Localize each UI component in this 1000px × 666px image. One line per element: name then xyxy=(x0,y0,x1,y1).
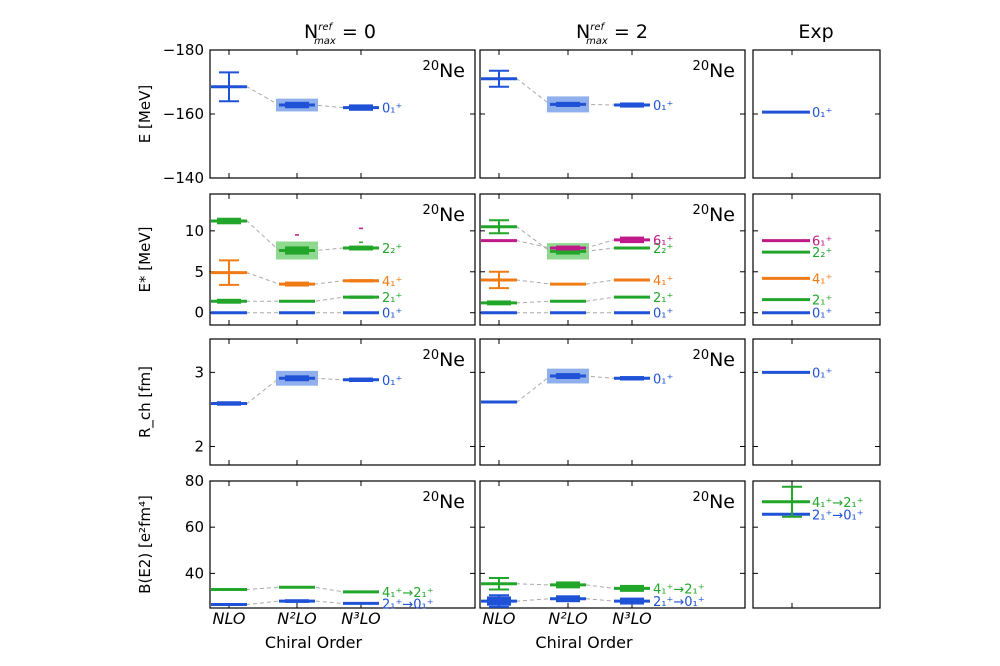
panel-frame xyxy=(209,338,476,466)
y-tick-label: −180 xyxy=(163,41,204,59)
y-tick-label: 2 xyxy=(194,437,204,455)
level-label: 0₁⁺ xyxy=(812,366,832,381)
y-tick-label: 0 xyxy=(194,304,204,322)
row-energy: E [MeV] −180 −160 −140 20Ne 0₁⁺ 20Ne 0₁⁺ 0₁⁺ xyxy=(136,41,881,187)
panel-excitation-c0: 0 5 10 20Ne 0₁⁺2₁⁺4₁⁺ 2₂⁺ xyxy=(185,193,476,326)
row-be2: B(E2) [e²fm⁴] 40608020Ne2₁⁺→0₁⁺4₁⁺→2₁⁺20N… xyxy=(136,472,881,612)
y-tick-label: 3 xyxy=(194,363,204,381)
y-tick-label: 40 xyxy=(185,564,204,582)
y-axis-label: R_ch [fm] xyxy=(136,366,155,438)
level-label: 0₁⁺ xyxy=(812,106,832,121)
x-tick-label: N²LO xyxy=(548,609,587,628)
panel-be2-c1: 20Ne 2₁⁺→0₁⁺4₁⁺→2₁⁺ xyxy=(479,480,746,610)
nucleus-label: 20Ne xyxy=(693,348,735,371)
x-axis-label: Chiral Order xyxy=(265,633,363,652)
level-label: 4₁⁺ xyxy=(653,274,673,289)
panel-frame xyxy=(479,480,746,609)
level-label: 4₁⁺ xyxy=(812,272,832,287)
panel-energy-c0: −180 −160 −140 20Ne 0₁⁺ xyxy=(163,41,476,187)
panel-radius-c0: 2 3 20Ne 0₁⁺ xyxy=(194,338,476,466)
y-tick-label: 60 xyxy=(185,518,204,536)
level-label: 4₁⁺→2₁⁺ xyxy=(653,582,705,597)
panel-frame xyxy=(479,338,746,466)
y-tick-label: 80 xyxy=(185,472,204,490)
panel-frame xyxy=(209,193,476,326)
level-label: 4₁⁺→2₁⁺ xyxy=(382,586,434,601)
nucleus-label: 20Ne xyxy=(693,490,735,513)
level-label: 2₁⁺ xyxy=(812,294,832,309)
panel-radius-c2: 0₁⁺ xyxy=(752,338,881,466)
level-label: 2₂⁺ xyxy=(382,242,402,257)
panel-frame xyxy=(479,193,746,326)
nucleus-label: 20Ne xyxy=(693,59,735,82)
panel-frame xyxy=(752,480,881,609)
level-label: 2₁⁺→0₁⁺ xyxy=(812,508,864,523)
x-tick-label: N³LO xyxy=(612,609,651,628)
x-tick-label: N²LO xyxy=(277,609,316,628)
level-label: 2₂⁺ xyxy=(653,242,673,257)
y-axis-label: E [MeV] xyxy=(136,85,154,143)
level-label: 2₁⁺ xyxy=(382,291,402,306)
level-label: 0₁⁺ xyxy=(382,374,402,389)
panel-be2-c2: 2₁⁺→0₁⁺4₁⁺→2₁⁺ xyxy=(752,480,881,609)
y-tick-label: −140 xyxy=(163,169,204,187)
level-label: 0₁⁺ xyxy=(382,307,402,322)
level-label: 6₁⁺ xyxy=(812,235,832,250)
panel-frame xyxy=(752,193,881,326)
panel-frame xyxy=(752,338,881,466)
x-tick-label: NLO xyxy=(213,609,246,628)
y-axis-label: E* [MeV] xyxy=(136,227,154,293)
nucleus-label: 20Ne xyxy=(423,348,465,371)
column-titles: Nref max = 0 Nref max = 2 Exp xyxy=(304,21,834,47)
panel-energy-c2: 0₁⁺ xyxy=(752,49,881,179)
column-title-nmax-0: Nref max = 0 xyxy=(304,21,376,47)
panel-excitation-c1: 20Ne 0₁⁺2₁⁺ 4₁⁺ 2₂⁺6₁⁺ xyxy=(479,193,746,326)
level-label: 0₁⁺ xyxy=(653,99,673,114)
x-axis-label: Chiral Order xyxy=(535,633,633,652)
panel-frame xyxy=(209,480,476,609)
row-excitation: E* [MeV]051020Ne0₁⁺2₁⁺4₁⁺2₂⁺20Ne0₁⁺2₁⁺4₁… xyxy=(136,193,881,326)
nucleus-label: 20Ne xyxy=(693,203,735,226)
nucleus-label: 20Ne xyxy=(423,490,465,513)
x-tick-label: N³LO xyxy=(341,609,380,628)
y-tick-label: 10 xyxy=(185,222,204,240)
x-axis-labels: NLO N²LO N³LO Chiral Order NLO N²LO N³LO Chiral… xyxy=(213,609,652,652)
level-label: 0₁⁺ xyxy=(653,372,673,387)
level-label: 2₁⁺→0₁⁺ xyxy=(382,597,434,612)
level-label: 0₁⁺ xyxy=(382,102,402,117)
nucleus-label: 20Ne xyxy=(423,59,465,82)
panel-radius-c1: 20Ne 0₁⁺ xyxy=(479,338,746,466)
panel-excitation-c2: 0₁⁺2₁⁺ 4₁⁺ 2₂⁺6₁⁺ xyxy=(752,193,881,326)
level-label: 2₁⁺→0₁⁺ xyxy=(653,595,705,610)
level-label: 2₁⁺ xyxy=(653,291,673,306)
nucleus-label: 20Ne xyxy=(423,203,465,226)
panels: E [MeV] −180 −160 −140 20Ne 0₁⁺ 20Ne 0₁⁺ 0₁⁺ E* [… xyxy=(136,41,881,612)
level-label: 2₂⁺ xyxy=(812,246,832,261)
panel-energy-c1: 20Ne 0₁⁺ xyxy=(479,49,746,179)
level-label: 4₁⁺→2₁⁺ xyxy=(812,496,864,511)
level-label: 0₁⁺ xyxy=(653,307,673,322)
level-label: 4₁⁺ xyxy=(382,275,402,290)
column-title-nmax-2: Nref max = 2 xyxy=(576,21,648,47)
x-tick-label: NLO xyxy=(483,609,516,628)
level-label: 6₁⁺ xyxy=(653,234,673,249)
y-tick-label: −160 xyxy=(163,105,204,123)
panel-be2-c0: 40 60 80 20Ne 2₁⁺→0₁⁺4₁⁺→2₁⁺ xyxy=(185,472,476,612)
column-title-exp: Exp xyxy=(798,21,833,43)
row-radius: R_ch [fm] 2 3 20Ne 0₁⁺ 20Ne 0₁⁺ 0₁⁺ xyxy=(136,338,881,466)
level-label: 0₁⁺ xyxy=(812,307,832,322)
y-tick-label: 5 xyxy=(194,263,204,281)
y-axis-label: B(E2) [e²fm⁴] xyxy=(136,495,154,594)
